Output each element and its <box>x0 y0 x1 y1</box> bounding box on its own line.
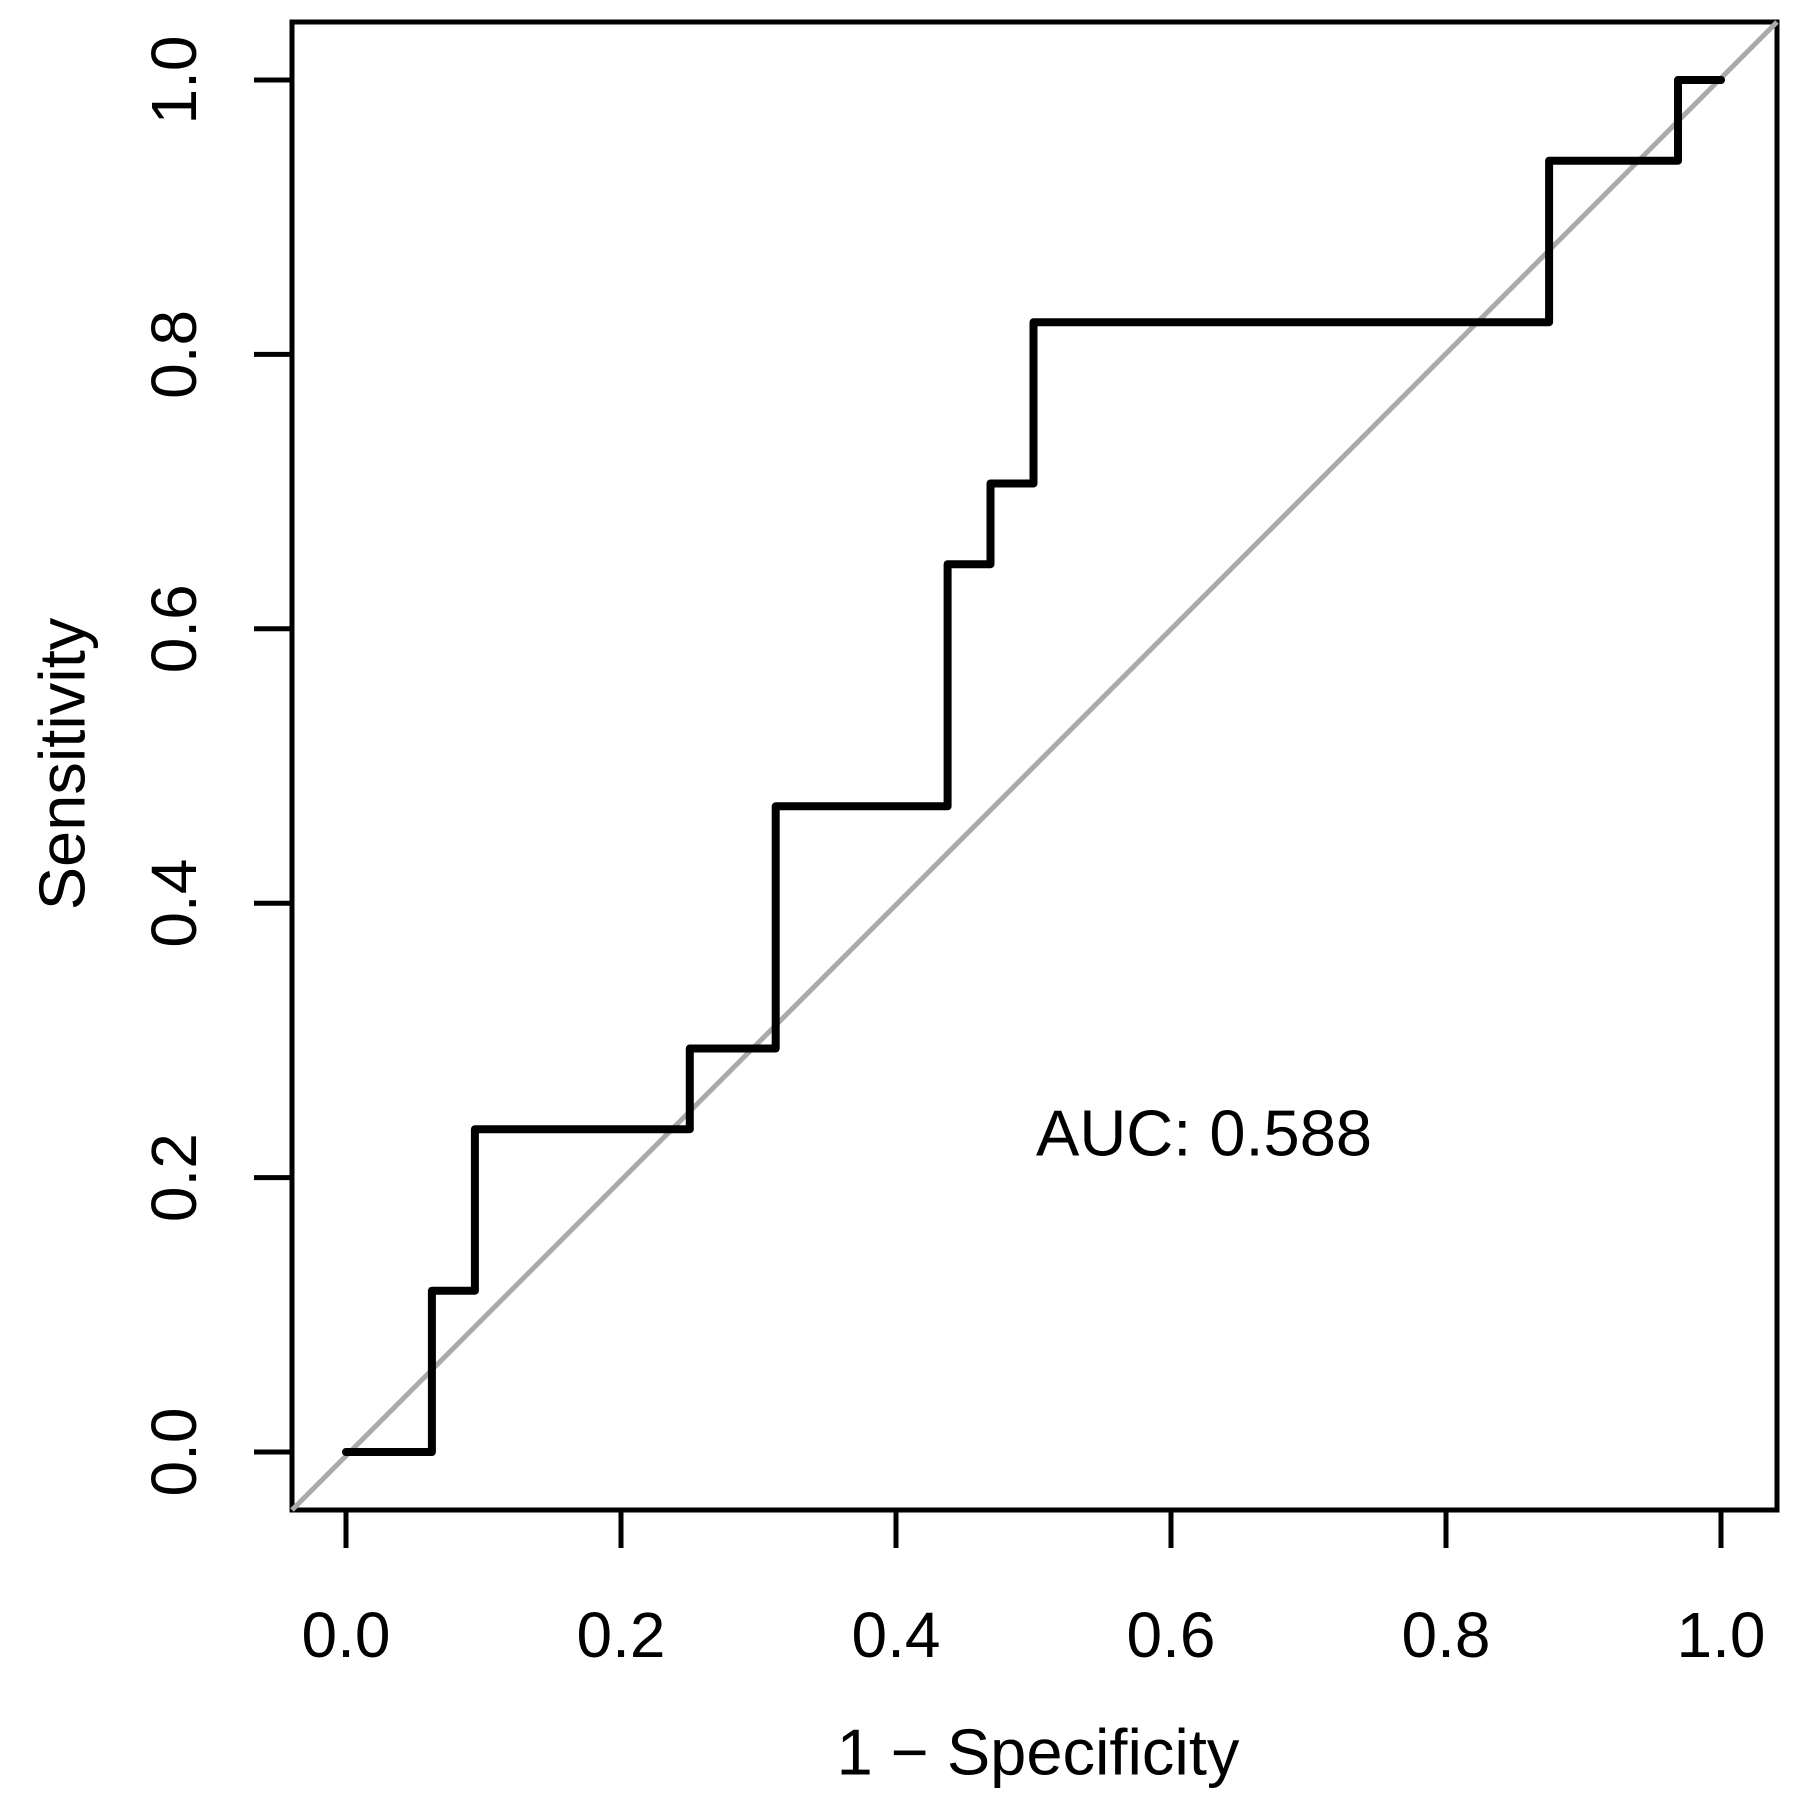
y-tick-label: 0.2 <box>138 1133 210 1222</box>
y-tick-label: 0.6 <box>138 584 210 673</box>
roc-curve <box>342 76 1725 1456</box>
y-tick-label: 0.8 <box>138 310 210 399</box>
x-tick-label: 0.4 <box>852 1599 941 1671</box>
x-tick-label: 0.0 <box>302 1599 391 1671</box>
y-tick-label: 1.0 <box>138 36 210 125</box>
x-tick-label: 1.0 <box>1677 1599 1766 1671</box>
y-tick-label: 0.4 <box>138 859 210 948</box>
x-tick-label: 0.8 <box>1402 1599 1491 1671</box>
auc-annotation: AUC: 0.588 <box>1035 1096 1373 1170</box>
chance-diagonal-line <box>290 20 1779 1512</box>
x-tick-label: 0.2 <box>577 1599 666 1671</box>
plot-box <box>289 19 1780 1513</box>
y-tick-label: 0.0 <box>138 1408 210 1497</box>
x-tick-label: 0.6 <box>1127 1599 1216 1671</box>
y-axis-title: Sensitivity <box>25 617 99 911</box>
x-axis-title: 1 − Specificity <box>836 1715 1240 1789</box>
